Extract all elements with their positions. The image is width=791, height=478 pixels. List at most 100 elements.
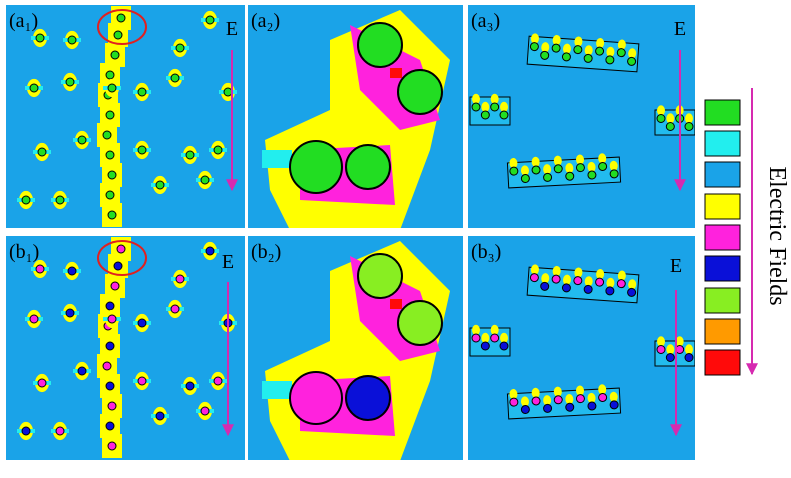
field-blob	[543, 164, 552, 175]
field-blob	[500, 101, 508, 113]
particle	[105, 150, 115, 160]
particle	[605, 286, 615, 296]
particle	[113, 261, 123, 271]
particle	[573, 276, 583, 286]
particle	[205, 246, 215, 256]
field-blob	[574, 36, 583, 47]
particle	[561, 283, 571, 293]
panel-label: (a₃)	[471, 10, 500, 32]
particle	[213, 145, 223, 155]
particle	[105, 301, 115, 311]
particle-cluster	[506, 153, 622, 189]
particle	[540, 281, 550, 291]
particle	[357, 22, 403, 68]
particle	[616, 279, 626, 289]
particle	[67, 266, 77, 276]
particle	[561, 52, 571, 62]
particle	[627, 287, 637, 297]
particle	[598, 161, 608, 171]
field-blob	[509, 388, 518, 400]
field-region	[390, 299, 402, 309]
field-blob	[596, 37, 605, 49]
legend-swatch	[704, 287, 741, 314]
legend-title: Electric Fields	[764, 166, 790, 305]
field-blob	[628, 279, 637, 290]
particle	[116, 13, 126, 23]
particle	[480, 110, 490, 120]
field-blob	[509, 157, 518, 169]
field-blob	[606, 277, 615, 289]
particle	[553, 395, 563, 405]
field-blob	[628, 48, 637, 59]
particle	[289, 140, 343, 194]
particle	[37, 147, 47, 157]
particle	[595, 277, 605, 287]
particle	[105, 381, 115, 391]
particle	[105, 421, 115, 431]
particle	[357, 253, 403, 299]
particle	[205, 15, 215, 25]
particle	[471, 102, 481, 112]
particle	[29, 83, 39, 93]
field-blob	[541, 273, 550, 284]
particle	[200, 406, 210, 416]
field-label: E	[226, 18, 238, 40]
particle	[110, 281, 120, 291]
field-blob	[500, 332, 508, 344]
particle	[107, 170, 117, 180]
field-blob	[657, 336, 665, 347]
particle	[107, 314, 117, 324]
particle	[529, 42, 539, 52]
particle-cluster	[526, 33, 640, 73]
particle	[107, 401, 117, 411]
particle	[137, 145, 147, 155]
particle	[531, 396, 541, 406]
particle	[490, 333, 500, 343]
field-blob	[481, 101, 490, 113]
particle	[543, 172, 553, 182]
panel-label: (b₃)	[471, 241, 501, 263]
field-blob	[587, 161, 596, 173]
particle	[105, 341, 115, 351]
panel	[468, 5, 695, 228]
legend-swatch	[704, 349, 741, 376]
particle	[499, 110, 509, 120]
particle	[105, 110, 115, 120]
panel-label: (b₂)	[251, 241, 281, 263]
particle-cluster	[654, 105, 695, 136]
field-blob	[584, 276, 593, 287]
field-blob	[472, 93, 480, 105]
particle	[490, 102, 500, 112]
particle	[185, 381, 195, 391]
particle	[575, 163, 585, 173]
field-blob	[552, 265, 561, 277]
particle	[573, 45, 583, 55]
field-blob	[562, 43, 571, 55]
particle-cluster	[469, 324, 511, 357]
particle	[684, 122, 694, 131]
particle	[65, 77, 75, 87]
particle	[102, 361, 112, 371]
particle	[397, 69, 443, 115]
panel-label: (b₁)	[9, 241, 39, 263]
field-label: E	[222, 251, 234, 273]
particle	[587, 401, 597, 411]
field-blob	[685, 113, 693, 124]
particle	[616, 48, 626, 58]
field-blob	[481, 332, 490, 344]
particle	[21, 426, 31, 436]
field-blob	[553, 386, 562, 398]
particle	[102, 130, 112, 140]
panel-content	[262, 10, 450, 228]
particle	[113, 30, 123, 40]
particle	[21, 195, 31, 205]
field-blob	[541, 42, 550, 53]
particle	[565, 171, 575, 181]
particle	[116, 244, 126, 254]
particle	[200, 175, 210, 185]
particle	[609, 400, 619, 410]
particle	[170, 73, 180, 83]
particle	[35, 264, 45, 274]
field-blob	[472, 324, 480, 336]
particle	[213, 376, 223, 386]
